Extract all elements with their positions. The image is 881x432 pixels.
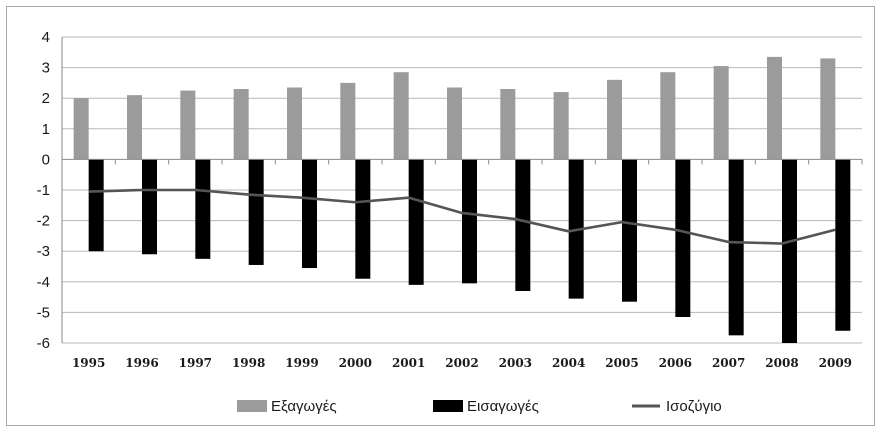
x-axis: 1995 1996 1997 1998 1999 2000 2001 2002 2003 2004… <box>72 356 852 370</box>
exports-bar <box>500 89 516 160</box>
y-tick-label: -3 <box>37 243 50 260</box>
x-tick-label: 1998 <box>232 356 265 370</box>
legend-swatch <box>433 400 463 412</box>
exports-bar <box>820 58 836 160</box>
legend-swatch <box>237 400 267 412</box>
imports-bar <box>622 159 637 302</box>
imports-bar <box>462 159 477 284</box>
x-tick-label: 2007 <box>712 356 745 370</box>
x-tick-label: 2009 <box>819 356 852 370</box>
imports-bar <box>515 159 531 291</box>
imports-bar <box>355 159 371 279</box>
imports-bar <box>835 159 851 331</box>
exports-bar <box>127 95 142 160</box>
y-tick-label: -1 <box>37 182 50 199</box>
balance-line <box>88 188 836 245</box>
exports-bar <box>340 82 356 160</box>
imports-bar <box>248 159 264 265</box>
exports-bar <box>393 72 409 160</box>
exports-bar <box>767 56 782 160</box>
chart-svg: 4 3 2 1 0 -1 -2 -3 -4 -5 -6 1995 1996 1997 1998 1999 20… <box>37 29 863 415</box>
imports-bar <box>675 159 691 317</box>
y-tick-label: 3 <box>42 60 50 77</box>
y-tick-label: -5 <box>37 304 50 321</box>
balance-line-path <box>88 188 836 245</box>
imports-bar <box>728 159 744 336</box>
x-tick-label: 2004 <box>552 356 585 370</box>
imports-bar <box>408 159 424 285</box>
imports-bar <box>195 159 211 259</box>
legend: Εξαγωγές Εισαγωγές Ισοζύγιο <box>237 398 722 415</box>
legend-label: Εισαγωγές <box>467 398 539 415</box>
exports-bar <box>287 87 302 160</box>
imports-bar <box>142 159 157 255</box>
x-tick-label: 2003 <box>499 356 532 370</box>
imports-bar <box>302 159 317 269</box>
y-tick-label: -6 <box>37 335 50 352</box>
x-tick-label: 1996 <box>125 356 158 370</box>
y-axis: 4 3 2 1 0 -1 -2 -3 -4 -5 -6 <box>37 29 50 352</box>
exports-bar <box>713 66 729 160</box>
y-tick-label: -4 <box>37 274 50 291</box>
x-tick-label: 2002 <box>445 356 478 370</box>
imports-bar <box>782 159 797 343</box>
legend-label: Εξαγωγές <box>271 398 337 415</box>
x-tick-label: 1999 <box>285 356 318 370</box>
exports-bar <box>180 90 196 160</box>
x-tick-label: 2008 <box>765 356 798 370</box>
x-tick-label: 2005 <box>605 356 638 370</box>
y-tick-label: 2 <box>42 90 50 107</box>
y-tick-label: -2 <box>37 213 50 230</box>
exports-bar <box>553 92 569 160</box>
x-tick-label: 2006 <box>659 356 692 370</box>
y-tick-label: 0 <box>42 151 50 168</box>
exports-bar <box>233 89 249 160</box>
imports-bar <box>88 159 104 252</box>
y-tick-label: 4 <box>42 29 50 46</box>
chart-frame: 4 3 2 1 0 -1 -2 -3 -4 -5 -6 1995 1996 1997 1998 1999 20… <box>6 6 875 426</box>
y-tick-label: 1 <box>42 121 50 138</box>
exports-bar <box>607 79 622 160</box>
axes <box>61 37 863 343</box>
legend-label: Ισοζύγιο <box>666 398 722 415</box>
x-tick-label: 2000 <box>339 356 372 370</box>
x-tick-label: 1997 <box>179 356 212 370</box>
exports-bar <box>660 72 676 160</box>
bars <box>73 56 851 343</box>
exports-bar <box>73 98 89 160</box>
x-tick-label: 2001 <box>392 356 425 370</box>
exports-bar <box>447 87 462 160</box>
x-tick-label: 1995 <box>72 356 105 370</box>
